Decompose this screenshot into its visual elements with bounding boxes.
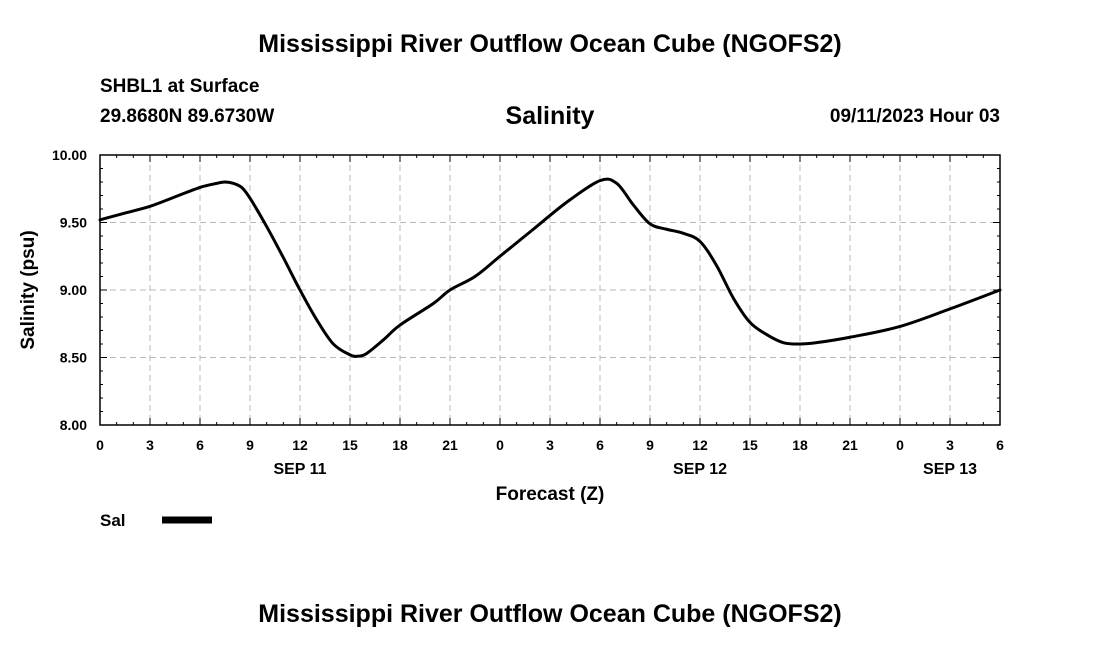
x-tick-label: 3 — [146, 437, 154, 453]
y-tick-labels: 8.00 8.50 9.00 9.50 10.00 — [52, 147, 87, 433]
y-tick-label: 9.00 — [60, 282, 87, 298]
y-tick-label: 10.00 — [52, 147, 87, 163]
x-tick-label: 6 — [996, 437, 1004, 453]
y-tick-label: 9.50 — [60, 215, 87, 231]
chart-title: Salinity — [506, 102, 595, 130]
x-tick-label: 18 — [792, 437, 808, 453]
footer-title: Mississippi River Outflow Ocean Cube (NG… — [258, 600, 842, 628]
legend-label: Sal — [100, 511, 126, 530]
x-tick-labels: 0 3 6 9 12 15 18 21 0 3 6 9 12 15 18 21 0 3 6 — [96, 437, 1004, 453]
grid-lines — [100, 155, 1000, 425]
y-tick-label: 8.00 — [60, 417, 87, 433]
data-series — [98, 177, 1002, 358]
x-tick-label: 21 — [442, 437, 458, 453]
salinity-series-line — [98, 177, 1002, 358]
x-tick-label: 15 — [742, 437, 758, 453]
y-axis-label: Salinity (psu) — [18, 230, 39, 349]
x-tick-label: 6 — [596, 437, 604, 453]
forecast-datetime: 09/11/2023 Hour 03 — [829, 106, 1000, 127]
x-tick-label: 3 — [946, 437, 954, 453]
x-tick-label: 15 — [342, 437, 358, 453]
x-tick-label: 12 — [692, 437, 708, 453]
x-tick-label: 9 — [646, 437, 654, 453]
legend: Sal — [100, 511, 212, 530]
x-tick-label: 3 — [546, 437, 554, 453]
x-tick-label: 0 — [96, 437, 104, 453]
station-label: SHBL1 at Surface — [100, 76, 260, 97]
date-label: SEP 13 — [923, 461, 977, 478]
x-tick-label: 0 — [896, 437, 904, 453]
date-labels: SEP 11 SEP 12 SEP 13 — [273, 461, 977, 478]
date-label: SEP 11 — [273, 461, 326, 478]
station-coordinates: 29.8680N 89.6730W — [100, 106, 275, 127]
x-tick-label: 0 — [496, 437, 504, 453]
x-tick-label: 6 — [196, 437, 204, 453]
x-tick-label: 12 — [292, 437, 308, 453]
x-axis-label: Forecast (Z) — [496, 484, 605, 505]
main-title: Mississippi River Outflow Ocean Cube (NG… — [258, 30, 842, 58]
x-tick-label: 9 — [246, 437, 254, 453]
y-tick-label: 8.50 — [60, 350, 87, 366]
x-tick-label: 18 — [392, 437, 408, 453]
date-label: SEP 12 — [673, 461, 727, 478]
x-tick-label: 21 — [842, 437, 858, 453]
